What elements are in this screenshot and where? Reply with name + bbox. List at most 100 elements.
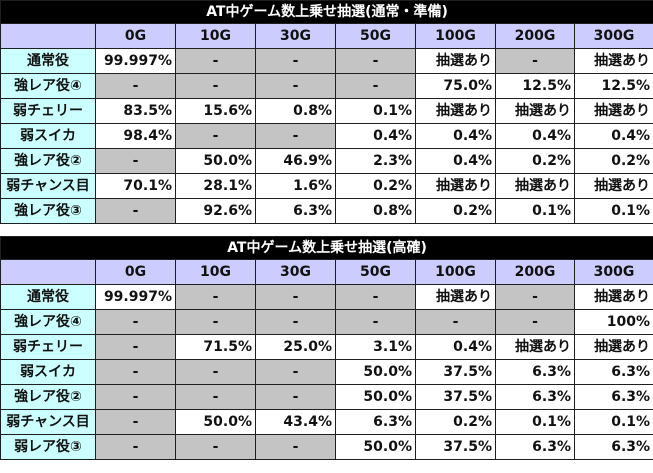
table-row: 通常役 99.997% - - - 抽選あり - 抽選あり: [0, 284, 653, 310]
value-cell: 0.4%: [415, 148, 496, 174]
value-cell: 50.0%: [335, 434, 416, 460]
value-cell: 0.2%: [573, 148, 653, 174]
value-cell: 99.997%: [95, 48, 176, 74]
table-row: 弱スイカ 98.4% - -0.4% 0.4% 0.4% 0.4%: [0, 123, 653, 149]
table-row: 弱チャンス目 70.1% 28.1% 1.6% 0.2% 抽選あり 抽選あり 抽選あり: [0, 173, 653, 199]
column-header: 100G: [415, 23, 496, 49]
value-cell: 0.1%: [573, 409, 653, 435]
column-header: 50G: [335, 23, 416, 49]
value-cell: 50.0%: [335, 359, 416, 385]
value-cell: -: [95, 198, 176, 224]
value-cell: 98.4%: [95, 123, 176, 149]
table-row: 強レア役② -50.0% 46.9% 2.3% 0.4% 0.2% 0.2%: [0, 148, 653, 174]
value-cell: 12.5%: [495, 73, 575, 99]
table-row: 弱チェリー -71.5% 25.0% 3.1% 0.4% 抽選あり 抽選あり: [0, 334, 653, 360]
value-cell: 抽選あり: [495, 98, 575, 124]
value-cell: -: [255, 284, 336, 310]
value-cell: 抽選あり: [415, 173, 496, 199]
value-cell: 6.3%: [573, 434, 653, 460]
value-cell: -: [95, 409, 176, 435]
value-cell: -: [495, 309, 575, 335]
value-cell: 抽選あり: [573, 334, 653, 360]
column-header: 30G: [255, 23, 336, 49]
value-cell: 99.997%: [95, 284, 176, 310]
table-row: 弱スイカ - - -50.0% 37.5% 6.3% 6.3%: [0, 359, 653, 385]
value-cell: 28.1%: [175, 173, 256, 199]
row-label: 強レア役②: [0, 384, 96, 410]
value-cell: 0.4%: [573, 123, 653, 149]
value-cell: -: [335, 73, 416, 99]
value-cell: 6.3%: [255, 198, 336, 224]
row-label: 弱チャンス目: [0, 409, 96, 435]
value-cell: 50.0%: [175, 409, 256, 435]
table-row: 強レア役④ - - - - - -100%: [0, 309, 653, 335]
value-cell: 抽選あり: [495, 334, 575, 360]
value-cell: 6.3%: [495, 434, 575, 460]
table-row: 強レア役③ -92.6% 6.3% 0.8% 0.2% 0.1% 0.1%: [0, 198, 653, 224]
value-cell: -: [175, 123, 256, 149]
column-header: 300G: [573, 23, 653, 49]
value-cell: 0.8%: [335, 198, 416, 224]
value-cell: -: [175, 284, 256, 310]
value-cell: 0.4%: [415, 123, 496, 149]
table-row: 通常役 99.997% - - - 抽選あり - 抽選あり: [0, 48, 653, 74]
value-cell: -: [175, 73, 256, 99]
value-cell: 0.2%: [415, 198, 496, 224]
value-cell: 0.1%: [573, 198, 653, 224]
value-cell: 50.0%: [335, 384, 416, 410]
value-cell: -: [495, 284, 575, 310]
table-row: 弱レア役③ - - -50.0% 37.5% 6.3% 6.3%: [0, 434, 653, 460]
column-header: 200G: [495, 23, 575, 49]
value-cell: -: [255, 48, 336, 74]
value-cell: 抽選あり: [415, 284, 496, 310]
value-cell: 100%: [573, 309, 653, 335]
table-row: 弱チェリー 83.5% 15.6% 0.8% 0.1% 抽選あり 抽選あり 抽選あり: [0, 98, 653, 124]
value-cell: -: [95, 334, 176, 360]
value-cell: -: [255, 309, 336, 335]
value-cell: 6.3%: [495, 384, 575, 410]
title-row: AT中ゲーム数上乗せ抽選(通常・準備): [0, 0, 653, 24]
value-cell: -: [95, 434, 176, 460]
header-row: 0G 10G 30G 50G 100G 200G 300G: [0, 23, 653, 49]
value-cell: 0.4%: [415, 334, 496, 360]
table-row: 弱チャンス目 -50.0% 43.4% 6.3% 0.2% 0.1% 0.1%: [0, 409, 653, 435]
value-cell: -: [175, 384, 256, 410]
value-cell: -: [415, 309, 496, 335]
value-cell: 6.3%: [573, 359, 653, 385]
row-label: 弱チェリー: [0, 98, 96, 124]
value-cell: 抽選あり: [573, 173, 653, 199]
value-cell: -: [335, 309, 416, 335]
table-row: 強レア役④ - - - -75.0% 12.5% 12.5%: [0, 73, 653, 99]
column-header: 0G: [95, 259, 176, 285]
value-cell: 37.5%: [415, 384, 496, 410]
table-row: 強レア役② - - -50.0% 37.5% 6.3% 6.3%: [0, 384, 653, 410]
value-cell: 3.1%: [335, 334, 416, 360]
header-corner-cell: [0, 23, 96, 49]
value-cell: 1.6%: [255, 173, 336, 199]
header-row: 0G 10G 30G 50G 100G 200G 300G: [0, 259, 653, 285]
value-cell: 0.1%: [495, 198, 575, 224]
value-cell: 83.5%: [95, 98, 176, 124]
value-cell: 6.3%: [573, 384, 653, 410]
row-label: 通常役: [0, 48, 96, 74]
column-header: 200G: [495, 259, 575, 285]
value-cell: 15.6%: [175, 98, 256, 124]
value-cell: 25.0%: [255, 334, 336, 360]
value-cell: 抽選あり: [495, 173, 575, 199]
value-cell: -: [175, 309, 256, 335]
column-header: 100G: [415, 259, 496, 285]
value-cell: 0.8%: [255, 98, 336, 124]
value-cell: 0.1%: [495, 409, 575, 435]
value-cell: 70.1%: [95, 173, 176, 199]
table-high-probability: AT中ゲーム数上乗せ抽選(高確) 0G 10G 30G 50G 100G 200G 300G 通…: [0, 236, 653, 460]
value-cell: 0.4%: [335, 123, 416, 149]
value-cell: 75.0%: [415, 73, 496, 99]
value-cell: 0.1%: [335, 98, 416, 124]
column-header: 10G: [175, 23, 256, 49]
column-header: 300G: [573, 259, 653, 285]
value-cell: 0.2%: [335, 173, 416, 199]
value-cell: 37.5%: [415, 434, 496, 460]
value-cell: 2.3%: [335, 148, 416, 174]
value-cell: 71.5%: [175, 334, 256, 360]
